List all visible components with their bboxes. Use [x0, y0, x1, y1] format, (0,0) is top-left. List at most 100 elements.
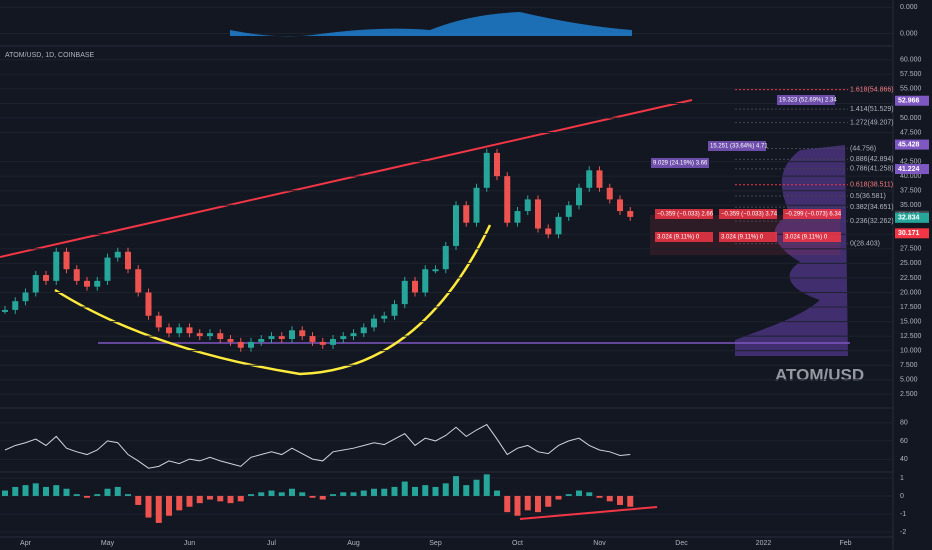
- macd-bar: [43, 486, 49, 496]
- x-tick-label: May: [101, 540, 115, 547]
- candle: [32, 275, 39, 293]
- measure-label: 3.024 (9.11%) 0: [785, 235, 828, 241]
- candle: [381, 315, 388, 319]
- rsi-tick-label: 60: [900, 438, 908, 445]
- price-tag: [895, 228, 929, 239]
- macd-bar: [412, 486, 418, 496]
- measure-box: [783, 232, 841, 242]
- candle: [412, 280, 418, 293]
- price-tag: [895, 139, 929, 150]
- fib-label: 0.886(42.894): [850, 156, 894, 163]
- fib-label: (44.756): [850, 145, 876, 152]
- price-tick-label: 40.000: [900, 173, 922, 180]
- price-tick-label: 50.000: [900, 115, 922, 122]
- candle: [94, 280, 101, 287]
- measure-box: [708, 141, 766, 151]
- price-tick-label: 7.500: [900, 362, 918, 369]
- candle: [63, 251, 70, 270]
- price-tag-label: 52.966: [898, 98, 920, 105]
- candle: [627, 211, 634, 217]
- candle: [401, 280, 408, 305]
- candle: [360, 327, 367, 334]
- candle: [73, 269, 80, 281]
- candle: [2, 309, 8, 312]
- measure-box: [719, 232, 777, 242]
- candle: [319, 341, 326, 345]
- macd-bar: [555, 495, 562, 500]
- x-tick-label: Jul: [267, 540, 276, 547]
- macd-bar: [299, 492, 306, 496]
- price-tick-label: 47.500: [900, 129, 922, 136]
- candle: [606, 187, 613, 200]
- candle: [617, 199, 623, 212]
- x-tick-label: Feb: [839, 540, 851, 547]
- macd-tick-label: -1: [900, 511, 906, 518]
- measure-label: 3.024 (9.11%) 0: [721, 235, 764, 241]
- price-tick-label: 10.000: [900, 347, 922, 354]
- macd-trend: [519, 506, 658, 520]
- x-tick-label: 2022: [756, 540, 772, 547]
- candle: [504, 176, 511, 223]
- candle: [483, 152, 490, 188]
- price-tick-label: 60.000: [900, 57, 922, 64]
- price-tag-label: 45.428: [898, 141, 920, 148]
- candle: [217, 333, 224, 340]
- candle: [278, 336, 285, 340]
- candle: [207, 333, 213, 337]
- x-tick-label: Aug: [347, 540, 360, 547]
- macd-bar: [606, 495, 613, 502]
- price-tick-label: 42.500: [900, 158, 922, 165]
- fib-label: 0(28.403): [850, 240, 880, 247]
- measure-label: −0.359 (−0.033) 3.74: [721, 212, 778, 218]
- fib-label: 0.236(32.262): [850, 218, 894, 225]
- macd-bar: [535, 495, 541, 513]
- price-tag: [895, 212, 929, 223]
- candle: [114, 251, 121, 258]
- macd-bar: [217, 495, 224, 502]
- candle: [258, 339, 265, 342]
- measure-label: 9.029 (24.19%) 3.66: [653, 161, 708, 167]
- candle: [422, 269, 429, 293]
- candle: [473, 187, 480, 223]
- candle: [596, 170, 603, 188]
- candle: [176, 327, 183, 334]
- candle: [555, 216, 562, 235]
- price-tick-label: 37.500: [900, 188, 922, 195]
- watermark: ATOM/USD: [775, 365, 864, 384]
- macd-bar: [350, 492, 357, 496]
- macd-bar: [617, 495, 623, 505]
- price-tick-label: 55.000: [900, 86, 922, 93]
- macd-bar: [463, 485, 470, 496]
- macd-bar: [514, 495, 521, 516]
- macd-bar: [104, 488, 111, 496]
- candle: [43, 275, 49, 281]
- price-tick-label: 20.000: [900, 289, 922, 296]
- macd-bar: [483, 474, 490, 496]
- candle: [125, 251, 131, 270]
- price-tick-label: 25.000: [900, 260, 922, 267]
- candle: [196, 333, 203, 337]
- macd-bar: [114, 486, 121, 496]
- rsi-tick-label: 40: [900, 456, 908, 463]
- macd-bar: [258, 492, 265, 496]
- candle: [84, 280, 90, 287]
- macd-bar: [309, 495, 316, 498]
- price-tag-label: 32.834: [898, 215, 920, 222]
- measure-box: [655, 209, 713, 219]
- separators: [0, 0, 894, 550]
- candle: [248, 341, 254, 348]
- macd-bar: [2, 490, 8, 496]
- candle: [166, 327, 172, 334]
- macd-tick-label: -2: [900, 529, 906, 536]
- candle: [350, 333, 357, 337]
- macd-bar: [401, 481, 408, 496]
- price-tick-label: 35.000: [900, 202, 922, 209]
- macd-bar: [289, 488, 295, 496]
- x-tick-label: Jun: [184, 540, 195, 547]
- price-tick-label: 22.500: [900, 275, 922, 282]
- macd-bar: [545, 495, 552, 507]
- x-tick-label: Nov: [593, 540, 606, 547]
- candle: [268, 336, 275, 340]
- rsi-tick-label: 80: [900, 420, 908, 427]
